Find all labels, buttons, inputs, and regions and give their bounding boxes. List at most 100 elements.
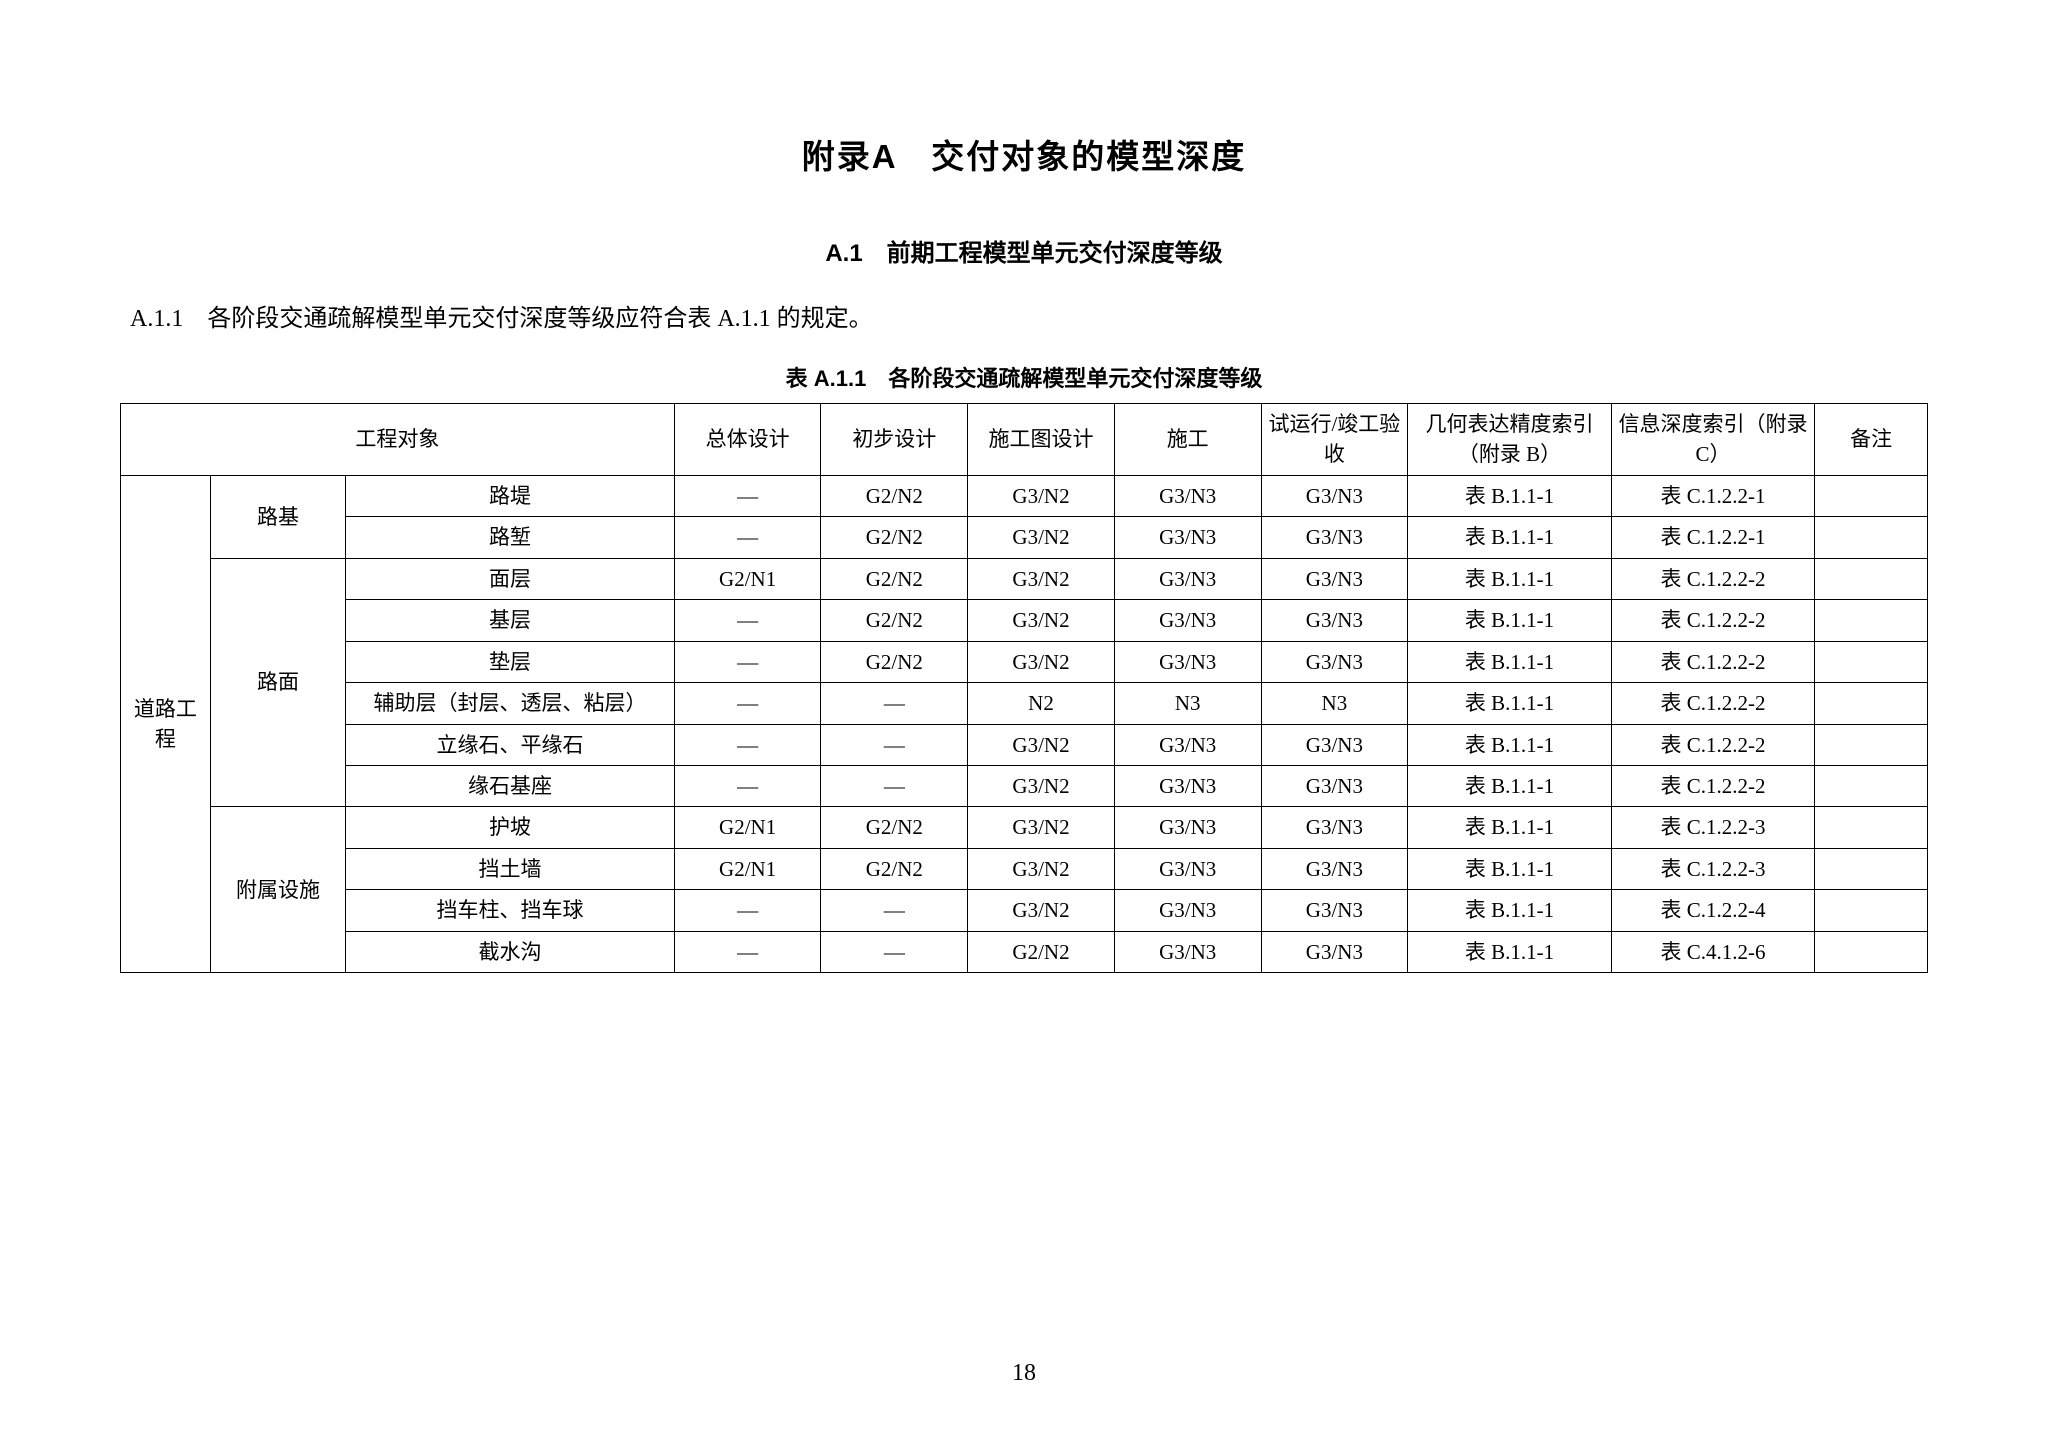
cell-cat2: 路基 [210,475,345,558]
cell-cdwg: G3/N2 [968,600,1115,641]
cell-item: 路堤 [346,475,675,516]
cell-item: 截水沟 [346,931,675,972]
th-eng-object: 工程对象 [121,404,675,476]
cell-geo: 表 B.1.1-1 [1408,683,1612,724]
cell-prelim: G2/N2 [821,475,968,516]
table-row: 截水沟——G2/N2G3/N3G3/N3表 B.1.1-1表 C.4.1.2-6 [121,931,1928,972]
cell-overall: — [674,765,821,806]
cell-trial: G3/N3 [1261,765,1408,806]
cell-prelim: G2/N2 [821,517,968,558]
cell-constr: N3 [1114,683,1261,724]
cell-cdwg: G3/N2 [968,724,1115,765]
cell-geo: 表 B.1.1-1 [1408,890,1612,931]
cell-info: 表 C.1.2.2-3 [1611,807,1815,848]
cell-cdwg: G3/N2 [968,475,1115,516]
cell-constr: G3/N3 [1114,724,1261,765]
table-row: 路面面层G2/N1G2/N2G3/N2G3/N3G3/N3表 B.1.1-1表 … [121,558,1928,599]
table-row: 附属设施护坡G2/N1G2/N2G3/N2G3/N3G3/N3表 B.1.1-1… [121,807,1928,848]
cell-item: 基层 [346,600,675,641]
cell-geo: 表 B.1.1-1 [1408,600,1612,641]
cell-geo: 表 B.1.1-1 [1408,931,1612,972]
cell-cat1: 道路工程 [121,475,211,972]
cell-constr: G3/N3 [1114,890,1261,931]
cell-info: 表 C.1.2.2-2 [1611,724,1815,765]
cell-overall: G2/N1 [674,848,821,889]
th-note: 备注 [1815,404,1928,476]
cell-info: 表 C.1.2.2-3 [1611,848,1815,889]
cell-info: 表 C.4.1.2-6 [1611,931,1815,972]
cell-cdwg: G3/N2 [968,807,1115,848]
cell-note [1815,558,1928,599]
cell-cdwg: N2 [968,683,1115,724]
cell-trial: G3/N3 [1261,517,1408,558]
table-row: 挡车柱、挡车球——G3/N2G3/N3G3/N3表 B.1.1-1表 C.1.2… [121,890,1928,931]
table-row: 辅助层（封层、透层、粘层）——N2N3N3表 B.1.1-1表 C.1.2.2-… [121,683,1928,724]
cell-note [1815,765,1928,806]
cell-item: 辅助层（封层、透层、粘层） [346,683,675,724]
rule-text: A.1.1 各阶段交通疏解模型单元交付深度等级应符合表 A.1.1 的规定。 [130,298,1928,333]
cell-info: 表 C.1.2.2-2 [1611,600,1815,641]
cell-trial: G3/N3 [1261,724,1408,765]
cell-prelim: — [821,890,968,931]
cell-trial: G3/N3 [1261,600,1408,641]
table-caption: 表 A.1.1 各阶段交通疏解模型单元交付深度等级 [120,361,1928,393]
cell-info: 表 C.1.2.2-2 [1611,558,1815,599]
cell-cdwg: G3/N2 [968,517,1115,558]
cell-note [1815,475,1928,516]
cell-prelim: G2/N2 [821,848,968,889]
cell-item: 垫层 [346,641,675,682]
cell-prelim: G2/N2 [821,807,968,848]
cell-trial: G3/N3 [1261,641,1408,682]
section-title: A.1 前期工程模型单元交付深度等级 [120,233,1928,268]
cell-trial: G3/N3 [1261,475,1408,516]
cell-overall: — [674,683,821,724]
cell-geo: 表 B.1.1-1 [1408,641,1612,682]
cell-overall: — [674,931,821,972]
cell-prelim: — [821,724,968,765]
cell-cdwg: G3/N2 [968,641,1115,682]
cell-trial: G3/N3 [1261,931,1408,972]
cell-note [1815,890,1928,931]
th-overall: 总体设计 [674,404,821,476]
cell-trial: G3/N3 [1261,848,1408,889]
cell-constr: G3/N3 [1114,475,1261,516]
page-number: 18 [0,1360,2048,1387]
cell-item: 缘石基座 [346,765,675,806]
cell-info: 表 C.1.2.2-4 [1611,890,1815,931]
cell-prelim: — [821,683,968,724]
cell-constr: G3/N3 [1114,807,1261,848]
cell-cat2: 附属设施 [210,807,345,973]
cell-trial: G3/N3 [1261,807,1408,848]
cell-geo: 表 B.1.1-1 [1408,475,1612,516]
cell-overall: — [674,475,821,516]
cell-cdwg: G2/N2 [968,931,1115,972]
cell-constr: G3/N3 [1114,848,1261,889]
cell-geo: 表 B.1.1-1 [1408,848,1612,889]
table-row: 立缘石、平缘石——G3/N2G3/N3G3/N3表 B.1.1-1表 C.1.2… [121,724,1928,765]
cell-prelim: G2/N2 [821,600,968,641]
cell-constr: G3/N3 [1114,558,1261,599]
cell-prelim: G2/N2 [821,558,968,599]
th-construct-dwg: 施工图设计 [968,404,1115,476]
cell-item: 立缘石、平缘石 [346,724,675,765]
cell-info: 表 C.1.2.2-2 [1611,683,1815,724]
cell-note [1815,641,1928,682]
cell-geo: 表 B.1.1-1 [1408,807,1612,848]
document-page: 附录A 交付对象的模型深度 A.1 前期工程模型单元交付深度等级 A.1.1 各… [0,0,2048,1447]
cell-trial: N3 [1261,683,1408,724]
cell-item: 护坡 [346,807,675,848]
cell-overall: — [674,600,821,641]
cell-note [1815,807,1928,848]
cell-constr: G3/N3 [1114,931,1261,972]
cell-item: 面层 [346,558,675,599]
cell-note [1815,517,1928,558]
cell-cdwg: G3/N2 [968,890,1115,931]
th-construct: 施工 [1114,404,1261,476]
cell-trial: G3/N3 [1261,558,1408,599]
th-trial: 试运行/竣工验收 [1261,404,1408,476]
cell-geo: 表 B.1.1-1 [1408,724,1612,765]
cell-overall: G2/N1 [674,807,821,848]
cell-prelim: — [821,765,968,806]
cell-cdwg: G3/N2 [968,558,1115,599]
cell-overall: — [674,517,821,558]
